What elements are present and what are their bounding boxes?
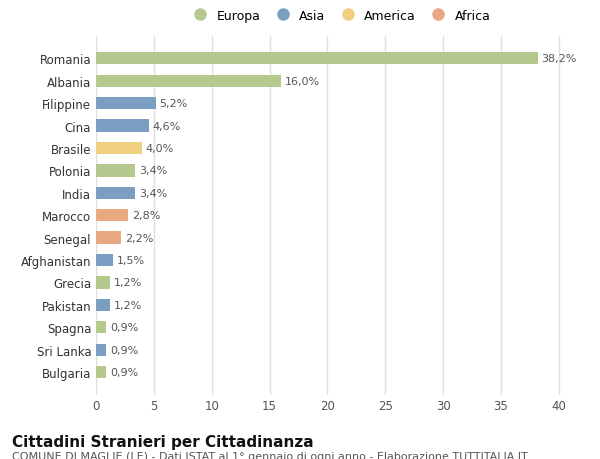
Text: Cittadini Stranieri per Cittadinanza: Cittadini Stranieri per Cittadinanza <box>12 434 314 449</box>
Text: COMUNE DI MAGLIE (LE) - Dati ISTAT al 1° gennaio di ogni anno - Elaborazione TUT: COMUNE DI MAGLIE (LE) - Dati ISTAT al 1°… <box>12 451 528 459</box>
Text: 0,9%: 0,9% <box>110 323 138 333</box>
Bar <box>96 165 136 177</box>
Bar <box>96 53 538 65</box>
Text: 0,9%: 0,9% <box>110 345 138 355</box>
Text: 3,4%: 3,4% <box>139 188 167 198</box>
Text: 38,2%: 38,2% <box>542 54 577 64</box>
Bar <box>96 98 156 110</box>
Text: 16,0%: 16,0% <box>284 77 320 86</box>
Text: 0,9%: 0,9% <box>110 367 138 377</box>
Text: 5,2%: 5,2% <box>160 99 188 109</box>
Text: 2,8%: 2,8% <box>132 211 160 221</box>
Text: 2,2%: 2,2% <box>125 233 154 243</box>
Bar <box>96 299 110 311</box>
Legend: Europa, Asia, America, Africa: Europa, Asia, America, Africa <box>185 7 493 25</box>
Text: 4,0%: 4,0% <box>146 144 174 154</box>
Bar <box>96 232 121 244</box>
Bar <box>96 142 142 155</box>
Bar <box>96 254 113 267</box>
Text: 1,2%: 1,2% <box>113 278 142 288</box>
Bar <box>96 75 281 88</box>
Text: 3,4%: 3,4% <box>139 166 167 176</box>
Bar <box>96 210 128 222</box>
Bar <box>96 120 149 132</box>
Bar <box>96 344 106 356</box>
Bar <box>96 321 106 334</box>
Bar <box>96 187 136 200</box>
Text: 1,2%: 1,2% <box>113 300 142 310</box>
Bar <box>96 366 106 379</box>
Text: 1,5%: 1,5% <box>117 256 145 265</box>
Bar <box>96 277 110 289</box>
Text: 4,6%: 4,6% <box>152 121 181 131</box>
